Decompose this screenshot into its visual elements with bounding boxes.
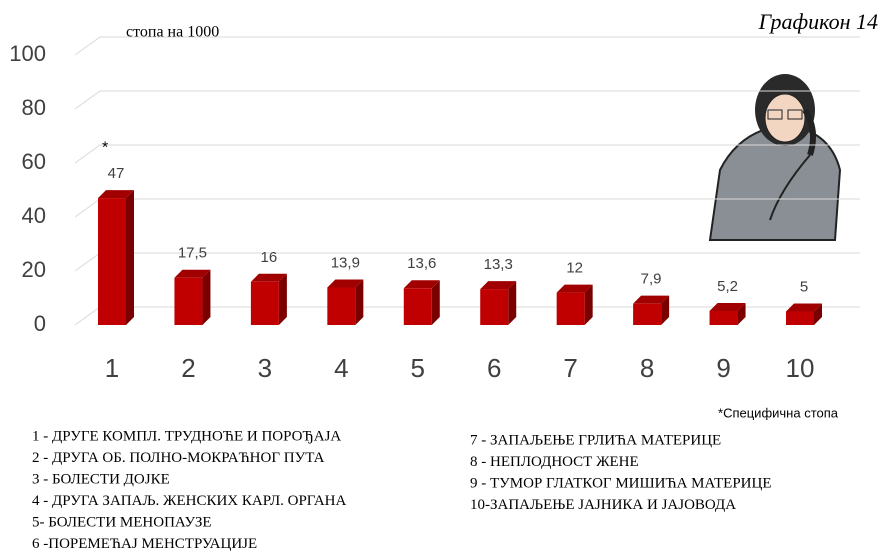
bar [557, 293, 585, 325]
value-label: 7,9 [641, 271, 662, 288]
x-tick-label: 6 [487, 353, 501, 383]
y-axis-label: стопа на 1000 [126, 24, 219, 41]
y-tick-label: 80 [22, 95, 46, 120]
footnote: *Специфична стопа [718, 405, 839, 420]
x-tick-label: 9 [716, 353, 730, 383]
bar [404, 288, 432, 325]
bar [251, 282, 279, 325]
chart-title: Графикон 14 [758, 9, 878, 34]
y-tick-label: 100 [9, 41, 46, 66]
legend-item: 8 - НЕПЛОДНОСТ ЖЕНЕ [470, 454, 639, 470]
grid-line [75, 91, 860, 109]
bar [633, 304, 661, 325]
x-tick-label: 3 [258, 353, 272, 383]
value-label: 47 [108, 165, 125, 182]
value-label: 5,2 [717, 278, 738, 295]
bar [174, 278, 202, 325]
value-label: 17,5 [178, 245, 207, 262]
value-label: 5 [800, 278, 808, 295]
value-label: 16 [261, 249, 278, 266]
legend-item: 5- БОЛЕСТИ МЕНОПАУЗЕ [32, 514, 212, 530]
legend-item: 1 - ДРУГЕ КОМПЛ. ТРУДНОЋЕ И ПОРОЂАЈА [32, 428, 341, 444]
bar [710, 311, 738, 325]
x-tick-label: 4 [334, 353, 348, 383]
x-tick-label: 1 [105, 353, 119, 383]
bar [98, 198, 126, 325]
x-tick-label: 8 [640, 353, 654, 383]
legend-item: 10-ЗАПАЉЕЊЕ ЈАЈНИКА И ЈАЈОВОДА [470, 497, 736, 513]
x-tick-label: 7 [563, 353, 577, 383]
legend-item: 7 - ЗАПАЉЕЊЕ ГРЛИЋА МАТЕРИЦЕ [470, 432, 721, 448]
page: {"chart_data": {"type": "bar", "title": … [0, 0, 884, 555]
x-tick-label: 10 [786, 353, 815, 383]
x-tick-label: 2 [181, 353, 195, 383]
y-tick-label: 60 [22, 149, 46, 174]
value-label: 13,9 [331, 254, 360, 271]
bar [480, 289, 508, 325]
legend-item: 3 - БОЛЕСТИ ДОЈКЕ [32, 471, 170, 487]
y-tick-label: 0 [34, 311, 46, 336]
y-tick-label: 20 [22, 257, 46, 282]
bar-side [279, 274, 287, 325]
bar-side [355, 279, 363, 325]
value-label: 13,3 [484, 256, 513, 273]
value-label: 12 [566, 260, 583, 277]
legend-item: 6 -ПОРЕМЕЋАЈ МЕНСТРУАЦИЈЕ [32, 536, 257, 552]
annotation: * [102, 139, 108, 156]
value-label: 13,6 [407, 255, 436, 272]
legend-item: 2 - ДРУГА ОБ. ПОЛНО-МОКРАЋНОГ ПУТА [32, 450, 325, 466]
bar-side [126, 190, 134, 325]
x-tick-label: 5 [411, 353, 425, 383]
legend-item: 9 - ТУМОР ГЛАТКОГ МИШИЋА МАТЕРИЦЕ [470, 475, 772, 491]
bar-side [202, 270, 210, 325]
clipart [710, 74, 840, 240]
chart: Графикон 14 стопа на 1000 *Специфична ст… [0, 0, 884, 555]
bar [786, 312, 814, 326]
legend-item: 4 - ДРУГА ЗАПАЉ. ЖЕНСКИХ КАРЛ. ОРГАНА [32, 493, 346, 509]
y-tick-label: 40 [22, 203, 46, 228]
bar [327, 287, 355, 325]
